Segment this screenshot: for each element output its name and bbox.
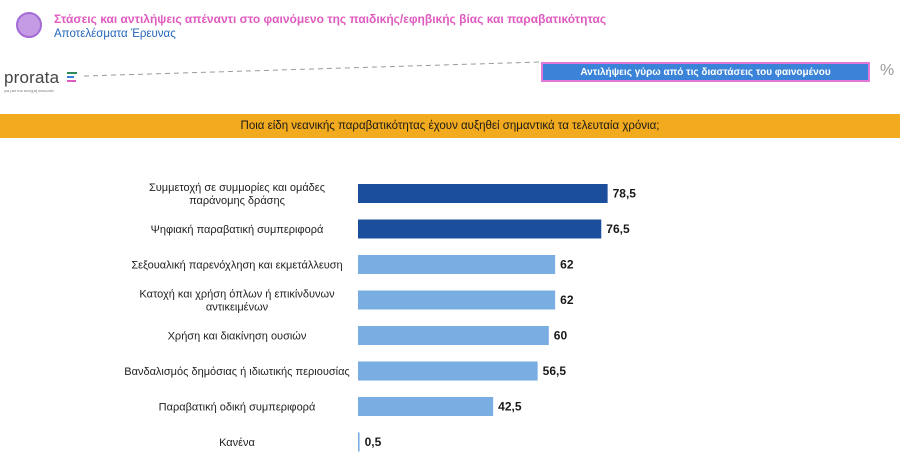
- value-label-6: 42,5: [498, 400, 522, 414]
- category-label-0: Συμμετοχή σε συμμορίες και ομάδες παράνομ…: [149, 182, 325, 207]
- dashed-connector: [84, 61, 541, 77]
- category-label-6: Παραβατική οδική συμπεριφορά: [159, 402, 316, 414]
- bar-3: [358, 290, 556, 310]
- category-label-2: Σεξουαλική παρενόχληση και εκμετάλλευση: [131, 260, 342, 272]
- bar-chart: 78,5 Συμμετοχή σε συμμορίες και ομάδες παρ…: [124, 182, 637, 452]
- section-label-box: Αντιλήψεις γύρω από τις διαστάσεις του φ…: [541, 62, 870, 82]
- bar-4: [358, 326, 549, 345]
- value-label-5: 56,5: [543, 364, 567, 378]
- logo-tagline: για μια πιο ανοιχτή κοινωνία: [4, 88, 54, 93]
- category-label-1: Ψηφιακή παραβατική συμπεριφορά: [151, 224, 324, 236]
- bar-5: [358, 361, 538, 381]
- bar-1: [358, 219, 602, 239]
- value-label-3: 62: [560, 293, 574, 307]
- value-label-4: 60: [554, 329, 568, 343]
- bar-7: [358, 432, 360, 452]
- percent-symbol: %: [880, 62, 895, 79]
- page-subtitle: Αποτελέσματα Έρευνας: [54, 28, 176, 40]
- category-label-3: Κατοχή και χρήση όπλων ή επικίνδυνων αντι…: [139, 289, 335, 314]
- header-circle-icon: [16, 12, 42, 38]
- value-label-7: 0,5: [365, 435, 382, 449]
- chart-question-banner: Ποια είδη νεανικής παραβατικότητας έχουν…: [0, 114, 900, 138]
- category-label-4: Χρήση και διακίνηση ουσιών: [168, 331, 307, 343]
- value-label-0: 78,5: [613, 187, 637, 201]
- prorata-logo: prorata: [4, 68, 60, 87]
- page-title: Στάσεις και αντιλήψεις απέναντι στο φαιν…: [54, 12, 607, 26]
- value-label-2: 62: [560, 258, 574, 272]
- category-label-7: Κανένα: [219, 437, 255, 449]
- bar-2: [358, 255, 556, 274]
- category-label-5: Βανδαλισμός δημόσιας ή ιδιωτικής περιουσ…: [124, 366, 349, 378]
- logo-bars-icon: [67, 72, 77, 86]
- value-label-1: 76,5: [606, 222, 630, 236]
- bar-6: [358, 397, 494, 416]
- bar-0: [358, 184, 608, 203]
